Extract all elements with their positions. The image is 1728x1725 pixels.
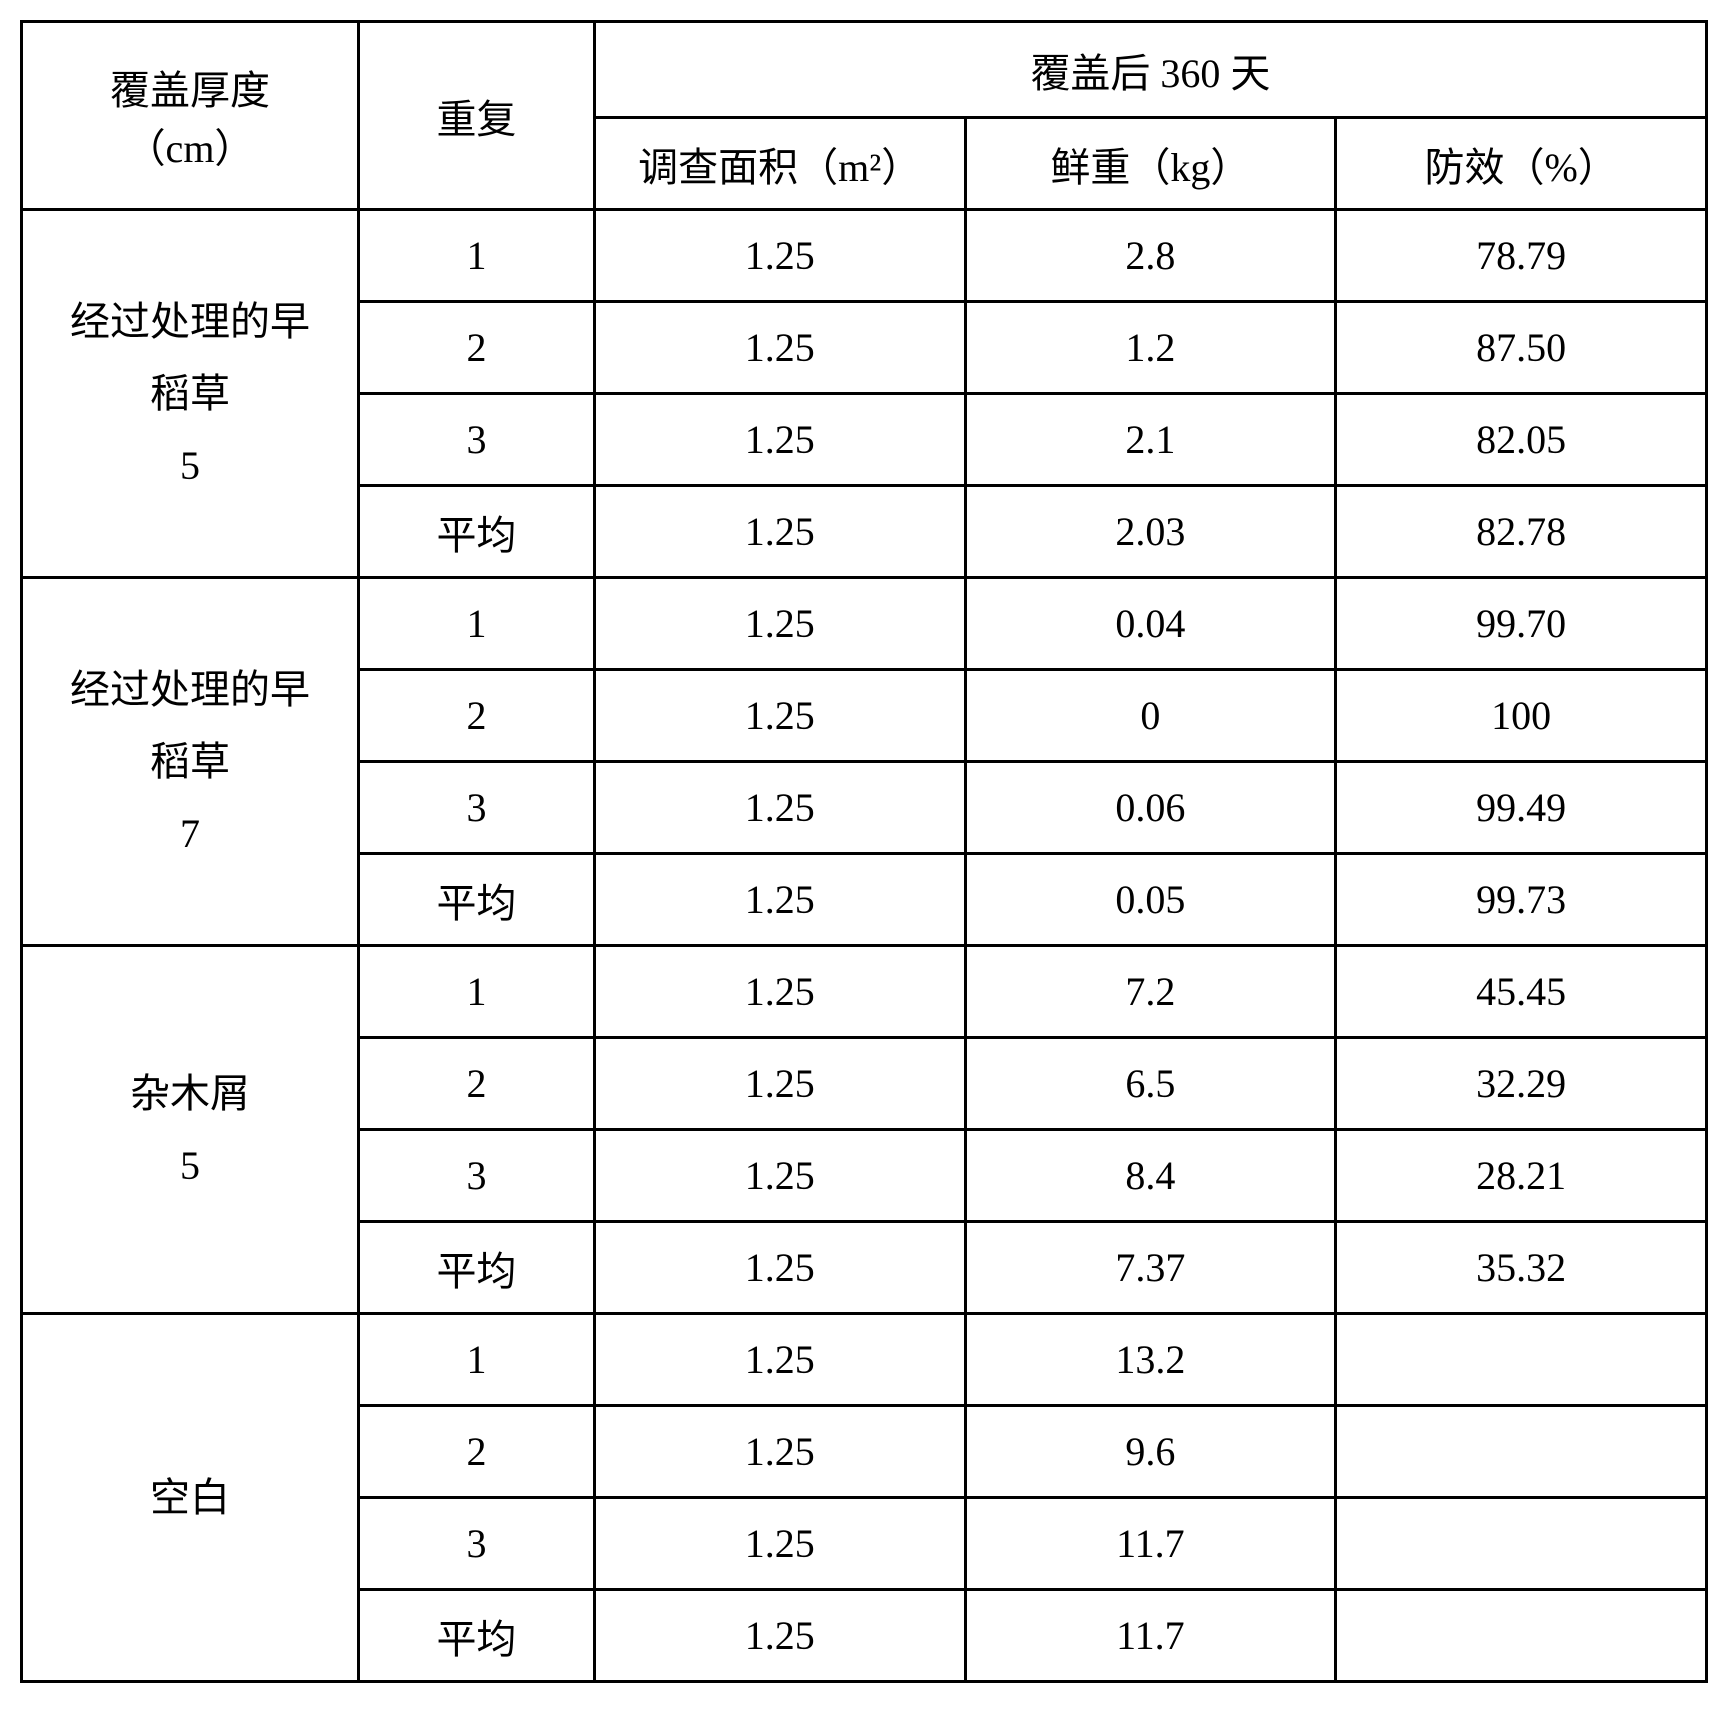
group-label-line: 经过处理的早 [27, 654, 353, 726]
cell-area: 1.25 [594, 578, 965, 670]
cell-repeat: 2 [359, 1038, 595, 1130]
cell-area: 1.25 [594, 1222, 965, 1314]
cell-area: 1.25 [594, 946, 965, 1038]
cell-weight: 8.4 [965, 1130, 1336, 1222]
table-row: 经过处理的早 稻草 5 1 1.25 2.8 78.79 [22, 210, 1707, 302]
cell-effect [1336, 1498, 1707, 1590]
cell-repeat: 2 [359, 1406, 595, 1498]
cell-weight: 2.8 [965, 210, 1336, 302]
table-header: 覆盖厚度 （cm） 重复 覆盖后 360 天 调查面积（m²） 鲜重（kg） 防… [22, 22, 1707, 210]
cell-weight: 6.5 [965, 1038, 1336, 1130]
table-row: 空白 1 1.25 13.2 [22, 1314, 1707, 1406]
cell-effect: 82.05 [1336, 394, 1707, 486]
cell-area: 1.25 [594, 1314, 965, 1406]
cell-repeat: 平均 [359, 854, 595, 946]
cell-area: 1.25 [594, 1406, 965, 1498]
cell-weight: 2.03 [965, 486, 1336, 578]
cell-weight: 0.04 [965, 578, 1336, 670]
cell-repeat: 1 [359, 946, 595, 1038]
group-label-line: 稻草 [27, 726, 353, 798]
cell-effect: 35.32 [1336, 1222, 1707, 1314]
cell-weight: 7.2 [965, 946, 1336, 1038]
cell-area: 1.25 [594, 670, 965, 762]
group-label-line: 7 [27, 798, 353, 870]
cell-weight: 7.37 [965, 1222, 1336, 1314]
cell-repeat: 2 [359, 670, 595, 762]
group-label-cell: 杂木屑 5 [22, 946, 359, 1314]
cell-repeat: 2 [359, 302, 595, 394]
cell-weight: 0.06 [965, 762, 1336, 854]
group-label-line: 经过处理的早 [27, 286, 353, 358]
cell-effect: 78.79 [1336, 210, 1707, 302]
cell-repeat: 1 [359, 1314, 595, 1406]
experiment-results-table: 覆盖厚度 （cm） 重复 覆盖后 360 天 调查面积（m²） 鲜重（kg） 防… [20, 20, 1708, 1683]
cell-area: 1.25 [594, 854, 965, 946]
col-header-area: 调查面积（m²） [594, 118, 965, 210]
cell-effect: 28.21 [1336, 1130, 1707, 1222]
cell-area: 1.25 [594, 762, 965, 854]
table-row: 经过处理的早 稻草 7 1 1.25 0.04 99.70 [22, 578, 1707, 670]
cell-repeat: 1 [359, 578, 595, 670]
cell-area: 1.25 [594, 302, 965, 394]
cell-weight: 13.2 [965, 1314, 1336, 1406]
cell-area: 1.25 [594, 1038, 965, 1130]
table-body: 经过处理的早 稻草 5 1 1.25 2.8 78.79 2 1.25 1.2 … [22, 210, 1707, 1682]
col-header-after-group: 覆盖后 360 天 [594, 22, 1706, 118]
cell-effect: 82.78 [1336, 486, 1707, 578]
cell-repeat: 3 [359, 394, 595, 486]
group-label-line: 稻草 [27, 358, 353, 430]
cell-effect: 99.73 [1336, 854, 1707, 946]
cell-effect: 99.70 [1336, 578, 1707, 670]
cell-effect: 99.49 [1336, 762, 1707, 854]
cell-weight: 11.7 [965, 1590, 1336, 1682]
cell-effect [1336, 1406, 1707, 1498]
col-header-repeat: 重复 [359, 22, 595, 210]
cell-weight: 2.1 [965, 394, 1336, 486]
cell-weight: 9.6 [965, 1406, 1336, 1498]
cell-area: 1.25 [594, 486, 965, 578]
cell-effect: 45.45 [1336, 946, 1707, 1038]
cell-weight: 0.05 [965, 854, 1336, 946]
cell-area: 1.25 [594, 210, 965, 302]
cell-weight: 1.2 [965, 302, 1336, 394]
cell-repeat: 平均 [359, 1590, 595, 1682]
cell-weight: 11.7 [965, 1498, 1336, 1590]
data-table-container: 覆盖厚度 （cm） 重复 覆盖后 360 天 调查面积（m²） 鲜重（kg） 防… [20, 20, 1708, 1683]
cell-effect: 87.50 [1336, 302, 1707, 394]
cell-area: 1.25 [594, 1498, 965, 1590]
col-header-thickness: 覆盖厚度 （cm） [22, 22, 359, 210]
cell-repeat: 平均 [359, 486, 595, 578]
cell-effect: 32.29 [1336, 1038, 1707, 1130]
cell-area: 1.25 [594, 1590, 965, 1682]
cell-effect [1336, 1314, 1707, 1406]
cell-repeat: 3 [359, 1130, 595, 1222]
group-label-cell: 空白 [22, 1314, 359, 1682]
cell-repeat: 3 [359, 762, 595, 854]
group-label-line: 5 [27, 1130, 353, 1202]
header-row-1: 覆盖厚度 （cm） 重复 覆盖后 360 天 [22, 22, 1707, 118]
group-label-line: 空白 [27, 1462, 353, 1534]
cell-effect [1336, 1590, 1707, 1682]
col-header-weight: 鲜重（kg） [965, 118, 1336, 210]
table-row: 杂木屑 5 1 1.25 7.2 45.45 [22, 946, 1707, 1038]
thickness-label-line2: （cm） [27, 116, 353, 174]
cell-repeat: 平均 [359, 1222, 595, 1314]
group-label-line: 杂木屑 [27, 1058, 353, 1130]
cell-repeat: 1 [359, 210, 595, 302]
col-header-effect: 防效（%） [1336, 118, 1707, 210]
cell-area: 1.25 [594, 1130, 965, 1222]
cell-effect: 100 [1336, 670, 1707, 762]
group-label-cell: 经过处理的早 稻草 5 [22, 210, 359, 578]
thickness-label-line1: 覆盖厚度 [27, 58, 353, 116]
cell-weight: 0 [965, 670, 1336, 762]
group-label-cell: 经过处理的早 稻草 7 [22, 578, 359, 946]
cell-repeat: 3 [359, 1498, 595, 1590]
cell-area: 1.25 [594, 394, 965, 486]
group-label-line: 5 [27, 430, 353, 502]
